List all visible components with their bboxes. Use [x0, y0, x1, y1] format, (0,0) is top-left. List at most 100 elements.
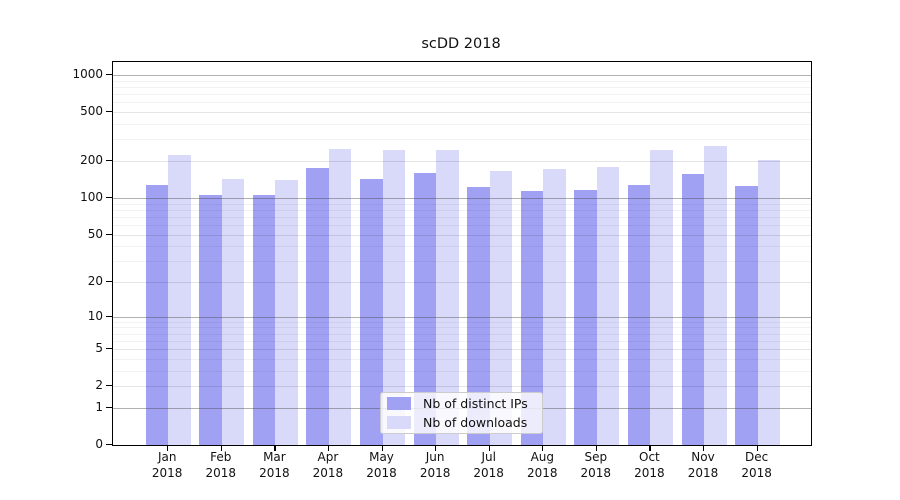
bar-distinct-ips [360, 178, 383, 445]
x-tick-label: Nov 2018 [687, 450, 719, 480]
gridline-3 [113, 370, 811, 372]
bar-downloads [704, 145, 727, 445]
bar-distinct-ips [145, 185, 169, 445]
y-tick-label: 10 [87, 308, 103, 323]
x-tick [381, 445, 383, 451]
y-tick [105, 385, 112, 387]
y-tick-label: 50 [87, 226, 103, 241]
bar-downloads [596, 166, 620, 445]
gridline-400 [113, 124, 811, 126]
gridline-800 [113, 87, 811, 88]
bar-distinct-ips [413, 172, 437, 445]
x-tick-label: Aug 2018 [527, 450, 558, 480]
bar-distinct-ips [735, 186, 758, 445]
x-tick [542, 445, 544, 451]
gridline-100 [113, 197, 811, 199]
gridline-2 [113, 386, 811, 388]
x-tick-label: Apr 2018 [312, 450, 344, 480]
gridline-7 [113, 333, 811, 335]
gridline-600 [113, 102, 811, 104]
gridline-9 [113, 321, 811, 323]
bar-distinct-ips [627, 184, 651, 445]
gridline-700 [113, 94, 811, 96]
x-tick [274, 445, 276, 451]
bar-downloads [757, 160, 781, 445]
y-tick [105, 348, 112, 350]
legend-row-distinct-ips: Nb of distinct IPs [387, 396, 536, 412]
gridline-20 [113, 282, 811, 283]
y-tick-label: 1000 [72, 67, 103, 82]
gridline-8 [113, 327, 811, 329]
bar-downloads [489, 171, 513, 445]
y-tick-label: 20 [87, 274, 103, 288]
gridline-30 [113, 261, 811, 263]
gridline-70 [113, 216, 811, 218]
legend-label-distinct-ips: Nb of distinct IPs [423, 396, 528, 412]
bar-downloads [436, 150, 459, 445]
gridline-900 [113, 80, 811, 82]
gridline-90 [113, 203, 811, 205]
x-tick-label: Dec 2018 [741, 450, 772, 480]
gridline-1000 [113, 75, 811, 77]
bar-distinct-ips [467, 186, 490, 445]
x-tick [167, 445, 169, 451]
bar-downloads [328, 148, 352, 445]
legend-row-downloads: Nb of downloads [387, 415, 536, 431]
gridline-50 [113, 234, 811, 236]
legend: Nb of distinct IPs Nb of downloads [380, 392, 543, 434]
gridline-5 [113, 349, 811, 351]
y-tick [105, 315, 112, 317]
y-tick [105, 233, 112, 235]
x-tick-label: Feb 2018 [205, 450, 237, 480]
y-tick-label: 500 [80, 104, 103, 119]
y-tick [105, 111, 112, 113]
y-tick [105, 406, 112, 409]
x-tick [703, 445, 705, 451]
y-tick [105, 196, 112, 199]
bar-distinct-ips [520, 190, 544, 445]
x-tick-label: Jan 2018 [151, 450, 183, 480]
legend-swatch-distinct-ips [387, 397, 411, 411]
legend-swatch-downloads [387, 415, 411, 429]
x-tick-label: Mar 2018 [259, 450, 290, 480]
legend-label-downloads: Nb of downloads [423, 414, 528, 430]
x-tick-label: May 2018 [366, 450, 397, 480]
bar-distinct-ips [199, 195, 222, 445]
gridline-4 [113, 358, 811, 360]
y-tick-label: 5 [95, 341, 103, 356]
x-tick-label: Sep 2018 [580, 450, 612, 480]
bar-downloads [382, 150, 405, 445]
gridline-60 [113, 224, 811, 226]
bar-distinct-ips [306, 168, 329, 445]
chart-title: scDD 2018 [421, 36, 501, 52]
gridline-40 [113, 246, 811, 248]
bar-distinct-ips [574, 190, 597, 445]
y-tick-label: 2 [95, 378, 103, 393]
gridline-10 [113, 316, 811, 318]
gridline-500 [113, 112, 811, 114]
y-tick-label: 100 [80, 189, 103, 204]
x-tick-label: Oct 2018 [634, 450, 665, 480]
gridline-80 [113, 209, 811, 211]
gridline-6 [113, 340, 811, 342]
x-tick [435, 445, 437, 451]
x-tick [649, 445, 651, 451]
x-tick-label: Jun 2018 [419, 450, 451, 480]
y-tick-label: 200 [80, 153, 103, 167]
y-tick-label: 0 [95, 437, 103, 451]
bar-downloads [168, 154, 191, 445]
x-tick [327, 445, 330, 451]
bar-distinct-ips [252, 194, 276, 445]
bar-downloads [650, 150, 673, 445]
y-tick [105, 281, 112, 283]
bar-downloads [543, 169, 566, 445]
x-tick [756, 445, 758, 451]
gridline-200 [113, 161, 811, 162]
y-tick-label: 1 [95, 399, 103, 414]
y-tick [105, 444, 112, 446]
y-tick [105, 160, 112, 162]
x-tick [220, 445, 222, 451]
gridline-300 [113, 139, 811, 141]
bar-downloads [221, 179, 245, 445]
